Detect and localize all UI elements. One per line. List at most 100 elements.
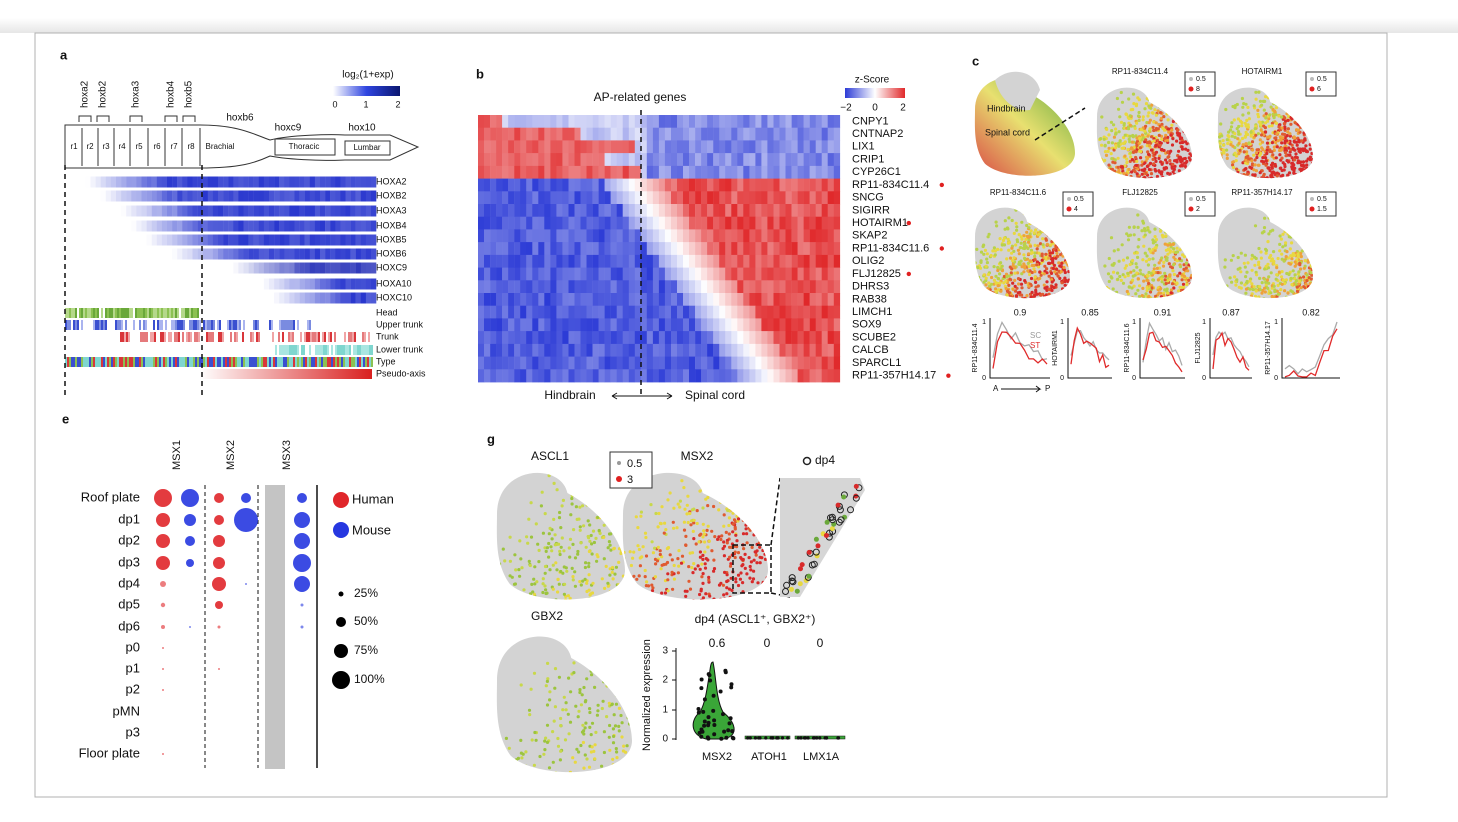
- spot: [1270, 124, 1274, 128]
- heat-cell: [677, 267, 684, 281]
- spot: [1125, 289, 1129, 294]
- heat-cell: [520, 305, 527, 319]
- heat-cell: [556, 356, 563, 370]
- heat-cell: [568, 331, 575, 345]
- heat-cell: [274, 205, 280, 217]
- heat-cell: [689, 280, 696, 294]
- heat-cell: [304, 248, 310, 260]
- heat-cell: [110, 190, 117, 202]
- heat-cell: [652, 216, 660, 230]
- spot: [1023, 279, 1027, 283]
- annotation-stripe: [176, 332, 178, 342]
- heat-cell: [243, 190, 249, 202]
- heat-cell: [592, 318, 599, 332]
- annotation-stripe: [115, 357, 117, 367]
- heat-cell: [478, 293, 485, 307]
- heat-cell: [586, 216, 593, 230]
- heat-cell: [355, 234, 361, 246]
- heat-cell: [797, 127, 804, 141]
- heat-cell: [671, 331, 678, 345]
- segment-label: r5: [135, 142, 143, 151]
- heat-cell: [779, 165, 786, 179]
- annotation-stripe: [285, 320, 287, 330]
- heat-cell: [731, 165, 738, 179]
- heat-cell: [713, 267, 720, 281]
- heat-cell: [520, 204, 527, 218]
- annotation-stripe: [271, 320, 273, 330]
- highlight-star: [906, 271, 911, 277]
- spot: [1139, 156, 1143, 160]
- heat-cell: [761, 191, 768, 205]
- heat-cell: [695, 305, 702, 319]
- heat-cell: [677, 204, 684, 218]
- spot: [1218, 141, 1222, 145]
- heat-cell: [731, 178, 738, 192]
- annotation-stripe: [281, 345, 283, 355]
- spot: [1137, 98, 1141, 102]
- heat-cell: [562, 343, 569, 357]
- heat-cell: [713, 280, 720, 294]
- heat-cell: [100, 220, 106, 232]
- spot: [1251, 148, 1255, 152]
- annotation-stripe: [185, 357, 187, 367]
- spot: [1050, 280, 1054, 284]
- heat-cell: [809, 191, 816, 205]
- spot: [1148, 118, 1152, 122]
- annotation-stripe: [345, 357, 347, 367]
- spot: [1015, 271, 1020, 275]
- heat-cell: [580, 267, 587, 281]
- annotation-stripe: [133, 320, 135, 330]
- heat-cell: [604, 115, 611, 129]
- overview-top: [995, 71, 1040, 111]
- heat-cell: [258, 262, 265, 274]
- spot: [1185, 282, 1189, 287]
- legend-text: 0.5: [1317, 76, 1327, 83]
- heat-cell: [325, 220, 331, 232]
- spot: [1275, 174, 1279, 178]
- annotation-stripe: [239, 320, 241, 330]
- heat-cell: [749, 127, 756, 141]
- heat-cell: [105, 205, 112, 217]
- heat-cell: [550, 229, 557, 243]
- spot: [1007, 241, 1012, 245]
- spot: [1005, 275, 1009, 279]
- spot: [1235, 167, 1239, 171]
- heat-cell: [737, 153, 744, 167]
- spot: [1122, 146, 1126, 150]
- heat-cell: [598, 140, 605, 154]
- annotation-stripe: [121, 357, 123, 367]
- spot: [1299, 254, 1303, 259]
- heat-cell: [207, 248, 214, 260]
- spot: [1261, 148, 1265, 152]
- annotation-stripe: [117, 308, 119, 318]
- heat-cell: [110, 205, 117, 217]
- heat-cell: [532, 115, 539, 129]
- spot: [1123, 164, 1127, 168]
- heat-cell: [803, 331, 810, 345]
- legend-dot: [1310, 77, 1314, 81]
- annotation-stripe: [67, 357, 69, 367]
- heat-cell: [773, 204, 780, 218]
- spot: [1033, 275, 1037, 279]
- spot: [1161, 126, 1165, 130]
- heat-cell: [490, 242, 497, 256]
- heat-cell: [355, 176, 361, 188]
- heat-cell: [75, 278, 81, 290]
- heat-cell: [360, 262, 367, 274]
- annotation-stripe: [337, 345, 339, 355]
- heat-cell: [622, 165, 629, 179]
- heat-cell: [526, 115, 533, 129]
- heat-cell: [664, 204, 672, 218]
- heat-cell: [345, 262, 351, 274]
- heat-cell: [622, 293, 629, 307]
- heat-cell: [484, 216, 491, 230]
- heat-cell: [212, 220, 219, 232]
- heat-cell: [478, 178, 485, 192]
- spot: [1284, 154, 1288, 158]
- heat-cell: [294, 278, 300, 290]
- annotation-stripe: [122, 332, 124, 342]
- spot: [1257, 90, 1261, 94]
- heat-cell: [526, 343, 533, 357]
- heat-cell: [695, 115, 702, 129]
- annotation-stripe: [291, 345, 293, 355]
